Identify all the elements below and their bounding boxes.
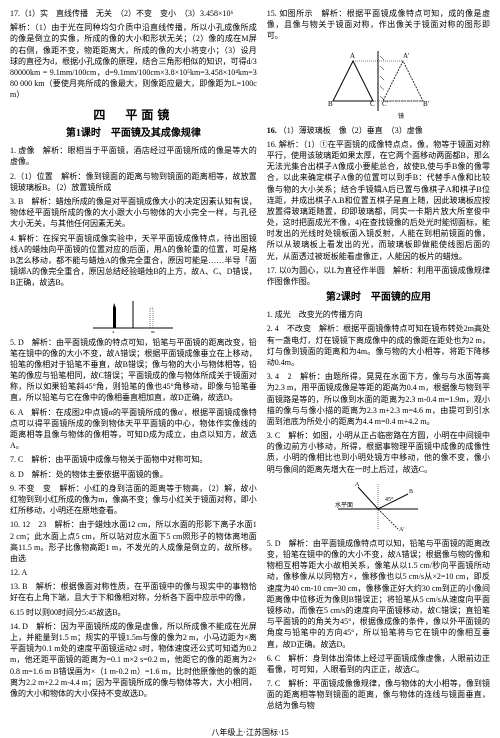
q2-4: 3. C 解析：如图，小明从正占临密路在方圆，小明在中间镜中的像边前方小移动，所…	[267, 431, 490, 474]
q17: 17.（1）实 直线传播 无关 （2）不变 变小 （3）3.458×10⁶	[10, 9, 233, 18]
figure-water: 水平面 A B 45° A'	[267, 479, 490, 534]
figure-candle: A B	[10, 293, 257, 333]
svg-text:B: B	[409, 489, 413, 495]
svg-text:A: A	[111, 331, 116, 333]
q16: 16. 解析：（1）①在平面镜的成像特点点，像，物等于镜面对称平行，使用该玻璃距…	[267, 140, 490, 261]
q2-3: 3. 4 2 解析：由题所得，晃晃在水面下方，像与与水面等高为2.3 m，用平面…	[267, 372, 490, 426]
figure-mirror: A B C A' C' B' 镜	[267, 46, 490, 121]
q1: 1. 虚像 解析：眼相当于平面镜，酒店经过平面镜所成的像是等大的虚像。	[10, 146, 257, 166]
q15: 6.15 时以则00时间分5:45故选B。	[10, 608, 126, 617]
q12: 12. A	[10, 568, 27, 577]
q5: 5. D 解析：由平面镜成像的特点可知，铅笔与平面镜的距离改变，铅笔在镜中的像的…	[10, 338, 257, 403]
svg-text:45°: 45°	[385, 496, 394, 503]
q2: 2.（1）位置 解析：像到镜面的距离与物到镜面的距离相等，故放置镜玻璃板B。（2…	[10, 172, 257, 192]
q7: 7. C 解析：由平面镜中成像与物关于面物中对称可知。	[10, 455, 207, 464]
q13: 13. B 解析：根据像面对称性质，在平面镜中的像与现实中的事物恰好在右上角下端…	[10, 582, 257, 602]
q16-opts: （1）薄玻璃板 像（2）垂直 （3）虚像	[279, 126, 423, 135]
q6: 6. A 解析：在成图2中点镜α的平面镜所成的像α'，根据平面镜成像特点可以得平…	[10, 408, 257, 451]
q4: 4. 解析：在探究平面镜成像实验中，天平平面镜成像特点，待出图镜线A的蜡烛向平面…	[10, 234, 257, 288]
svg-text:镜: 镜	[398, 112, 404, 120]
svg-text:水平面: 水平面	[335, 501, 353, 509]
svg-text:B: B	[328, 100, 333, 108]
lesson2-title: 第2课时 平面镜的应用	[267, 291, 490, 305]
q9: 9. 不变 变 解析：小红的身到洁面的距离等于物高，（2）解，故小红物到到小红所…	[10, 484, 257, 515]
q8: 8. D 解析：处的物体主要依据平面镜的像。	[10, 470, 168, 479]
q10: 10. 12 23 解析：由于蜡烛水面12 cm，所以水面的形影下离子水面12 …	[10, 520, 257, 563]
q2-6: 6. C 解析：身到体出滑体上经过平面镜成像虚像，人眼前边正看像，可可知，人眼看…	[267, 654, 490, 674]
q2-2: 2. 4 不改变 解析：根据平面镜像特点可知在镜布转处2m高处有一盏电灯，灯在镜…	[267, 324, 490, 367]
svg-text:A': A'	[399, 527, 404, 533]
q14: 14. D 解析：因为平面镜所成的像是虚像，所以所成像不能成在光屏上，并能量到1…	[10, 622, 257, 698]
q3: 3. B 解析：蜡烛所成的像是对平面镜成像大小的决定因素认知有误，物体经平面镜所…	[10, 197, 257, 228]
lesson1-title: 第1课时 平面镜及其成像规律	[10, 127, 257, 141]
q2-5: 5. D 解析：由平面镜成像特点可以知，铅笔与平面镜的距离改变，铅笔在镜中的像的…	[267, 539, 490, 649]
svg-text:A': A'	[403, 52, 409, 60]
footer: 八年级上·江苏国标·15	[0, 727, 500, 738]
svg-text:C': C'	[382, 100, 388, 108]
svg-text:C: C	[370, 100, 375, 108]
q2-7: 7. C 解析：平面镜成像像规律，像与物体的大小相等，像到镜面的距离相等物到镜面…	[267, 679, 490, 710]
svg-text:A: A	[355, 482, 360, 488]
q17r: 17. 以0为圆心，以L为直径作半圆 解析：利用平面镜成像规律作图像作图。	[267, 266, 490, 286]
svg-text:B: B	[151, 331, 155, 333]
q17-detail: 解析：（1）由于光在同种均匀介质中沿直线传播，所以小孔成像所成的像是倒立的实像，…	[10, 23, 257, 99]
svg-text:A: A	[350, 52, 355, 60]
q15-top: 15. 如图所示 解析：根据平面镜成像特点可知，成的像是虚像，且像与物关于镜面对…	[267, 9, 490, 40]
section-title: 四 平面镜	[10, 107, 257, 124]
q2-1: 1. 成光 改变光的传播方向	[267, 310, 363, 319]
svg-text:B': B'	[423, 100, 429, 108]
